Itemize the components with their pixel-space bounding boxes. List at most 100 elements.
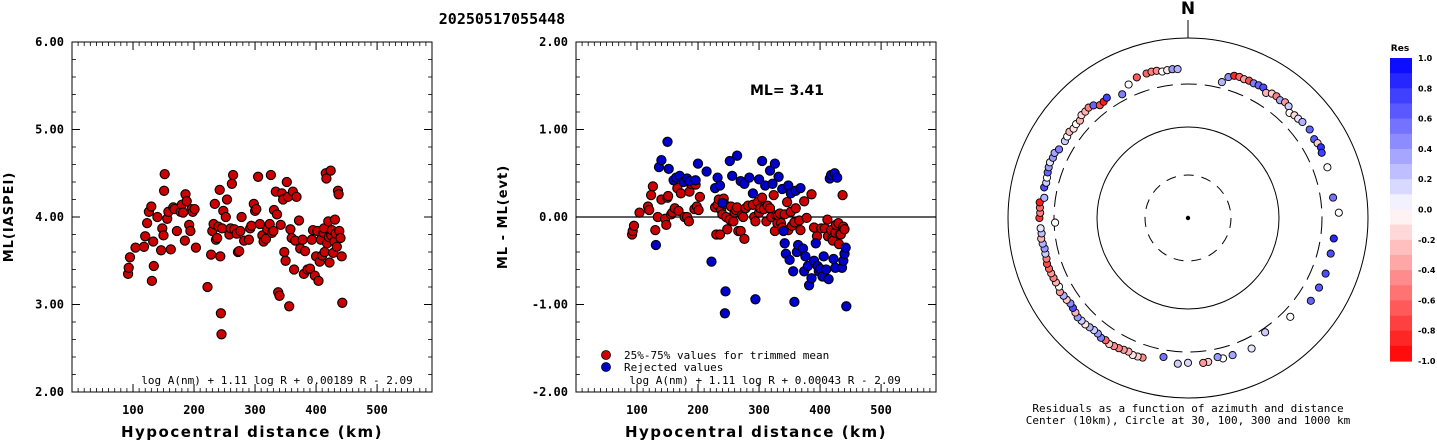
mid-point-accepted [790,203,801,214]
left-y-axis-label: ML(IASPEI) [2,172,17,263]
left-point-accepted [138,241,150,252]
left-point-accepted [181,196,192,207]
left-point-accepted [284,301,295,312]
station-point [1317,148,1326,157]
mid-point-accepted [645,189,657,201]
mid-point-rejected [767,178,778,189]
left-y-tick-label: 3.00 [35,298,64,312]
mid-point-rejected [795,182,806,194]
mid-formula: log A(nm) + 1.11 log R + 0.00043 R - 2.0… [629,374,901,387]
mid-point-accepted [750,216,761,227]
mid-point-accepted [822,214,833,225]
mid-point-rejected [650,239,662,251]
mid-x-axis-label: Hypocentral distance (km) [625,423,887,441]
mid-y-tick-label: -2.00 [532,385,568,399]
left-data-points [122,165,348,340]
colorbar-cell [1390,118,1412,135]
mid-point-accepted [806,189,817,200]
mid-x-tick-label: 300 [748,403,770,417]
mid-point-rejected [717,197,728,209]
station-point [1286,312,1295,321]
colorbar-cell [1390,148,1412,165]
left-point-accepted [331,241,342,252]
left-point-accepted [148,236,159,247]
legend: 25%-75% values for trimmed mean Rejected… [601,349,829,374]
left-point-accepted [202,281,213,293]
left-point-accepted [235,225,246,237]
mid-y-tick-label: -1.00 [532,298,568,312]
mid-point-accepted [728,216,739,227]
colorbar-cells [1390,58,1412,362]
mid-point-rejected [714,180,726,191]
station-point [1159,352,1168,362]
left-point-accepted [155,245,167,256]
station-point [1247,344,1256,353]
mid-point-rejected [724,155,735,167]
colorbar-cell [1390,194,1412,211]
mid-point-accepted [628,220,640,231]
left-point-accepted [251,203,262,215]
colorbar-tick-label: -1.0 [1418,357,1436,366]
left-point-accepted [171,225,183,237]
mid-point-rejected [788,266,799,277]
left-point-accepted [179,235,191,246]
mid-y-tick-label: 1.00 [539,123,568,137]
mid-x-tick-label: 200 [687,403,709,417]
colorbar-tick-label: 0.0 [1418,206,1433,215]
left-tick-marks [72,41,432,393]
colorbar-tick-label: -0.6 [1418,296,1436,305]
colorbar-tick-label: 0.2 [1418,175,1432,184]
colorbar-cell [1390,164,1412,180]
station-residual-points [1035,65,1343,368]
mid-point-accepted [673,205,684,217]
left-point-accepted [221,194,233,205]
left-x-tick-label: 100 [122,403,144,417]
left-point-accepted [337,297,348,308]
mid-x-tick-label: 100 [626,403,648,417]
mid-point-rejected [727,170,738,182]
left-y-tick-label: 6.00 [35,35,64,49]
colorbar-cell [1390,209,1412,226]
mid-point-accepted [662,190,674,202]
mid-point-rejected [828,253,839,265]
mid-x-tick-label: 400 [809,403,831,417]
colorbar-tick-label: -0.4 [1418,266,1436,275]
mid-point-accepted [647,181,659,192]
left-y-tick-label: 2.00 [35,385,64,399]
left-point-accepted [285,224,296,235]
mid-point-rejected [701,166,712,177]
mid-point-rejected [706,256,717,267]
left-point-accepted [299,245,311,257]
mid-point-accepted [714,229,726,240]
colorbar-cell [1390,300,1412,317]
mid-point-rejected [840,242,851,253]
mid-point-rejected [719,308,731,319]
mid-y-tick-labels: -2.00 -1.00 0.00 1.00 2.00 [532,35,568,399]
station-point [1132,73,1141,82]
mid-point-accepted [768,189,779,201]
mid-point-rejected [778,225,789,237]
station-point [1321,269,1330,278]
mid-point-rejected [773,171,784,182]
left-point-accepted [220,211,231,223]
left-point-accepted [333,189,344,200]
mid-data-points [626,136,852,319]
ring-300km [1053,83,1323,353]
ml-iaspei-panel: 2.00 3.00 4.00 5.00 6.00 100 200 300 400 500 log… [2,35,433,441]
colorbar-cell [1390,58,1412,74]
colorbar-tick-label: -0.8 [1418,327,1436,336]
colorbar-tick-label: 0.4 [1418,145,1433,154]
station-point [1102,93,1111,102]
ring-1000km [1007,37,1369,399]
station-point [1314,283,1324,292]
left-point-accepted [274,290,285,301]
left-point-accepted [146,275,158,287]
left-point-accepted [319,246,330,258]
left-point-accepted [280,255,291,266]
left-point-accepted [140,231,151,242]
mid-point-rejected [690,175,701,186]
mid-point-accepted [644,204,655,216]
left-point-accepted [141,217,153,229]
station-point [1040,193,1049,202]
